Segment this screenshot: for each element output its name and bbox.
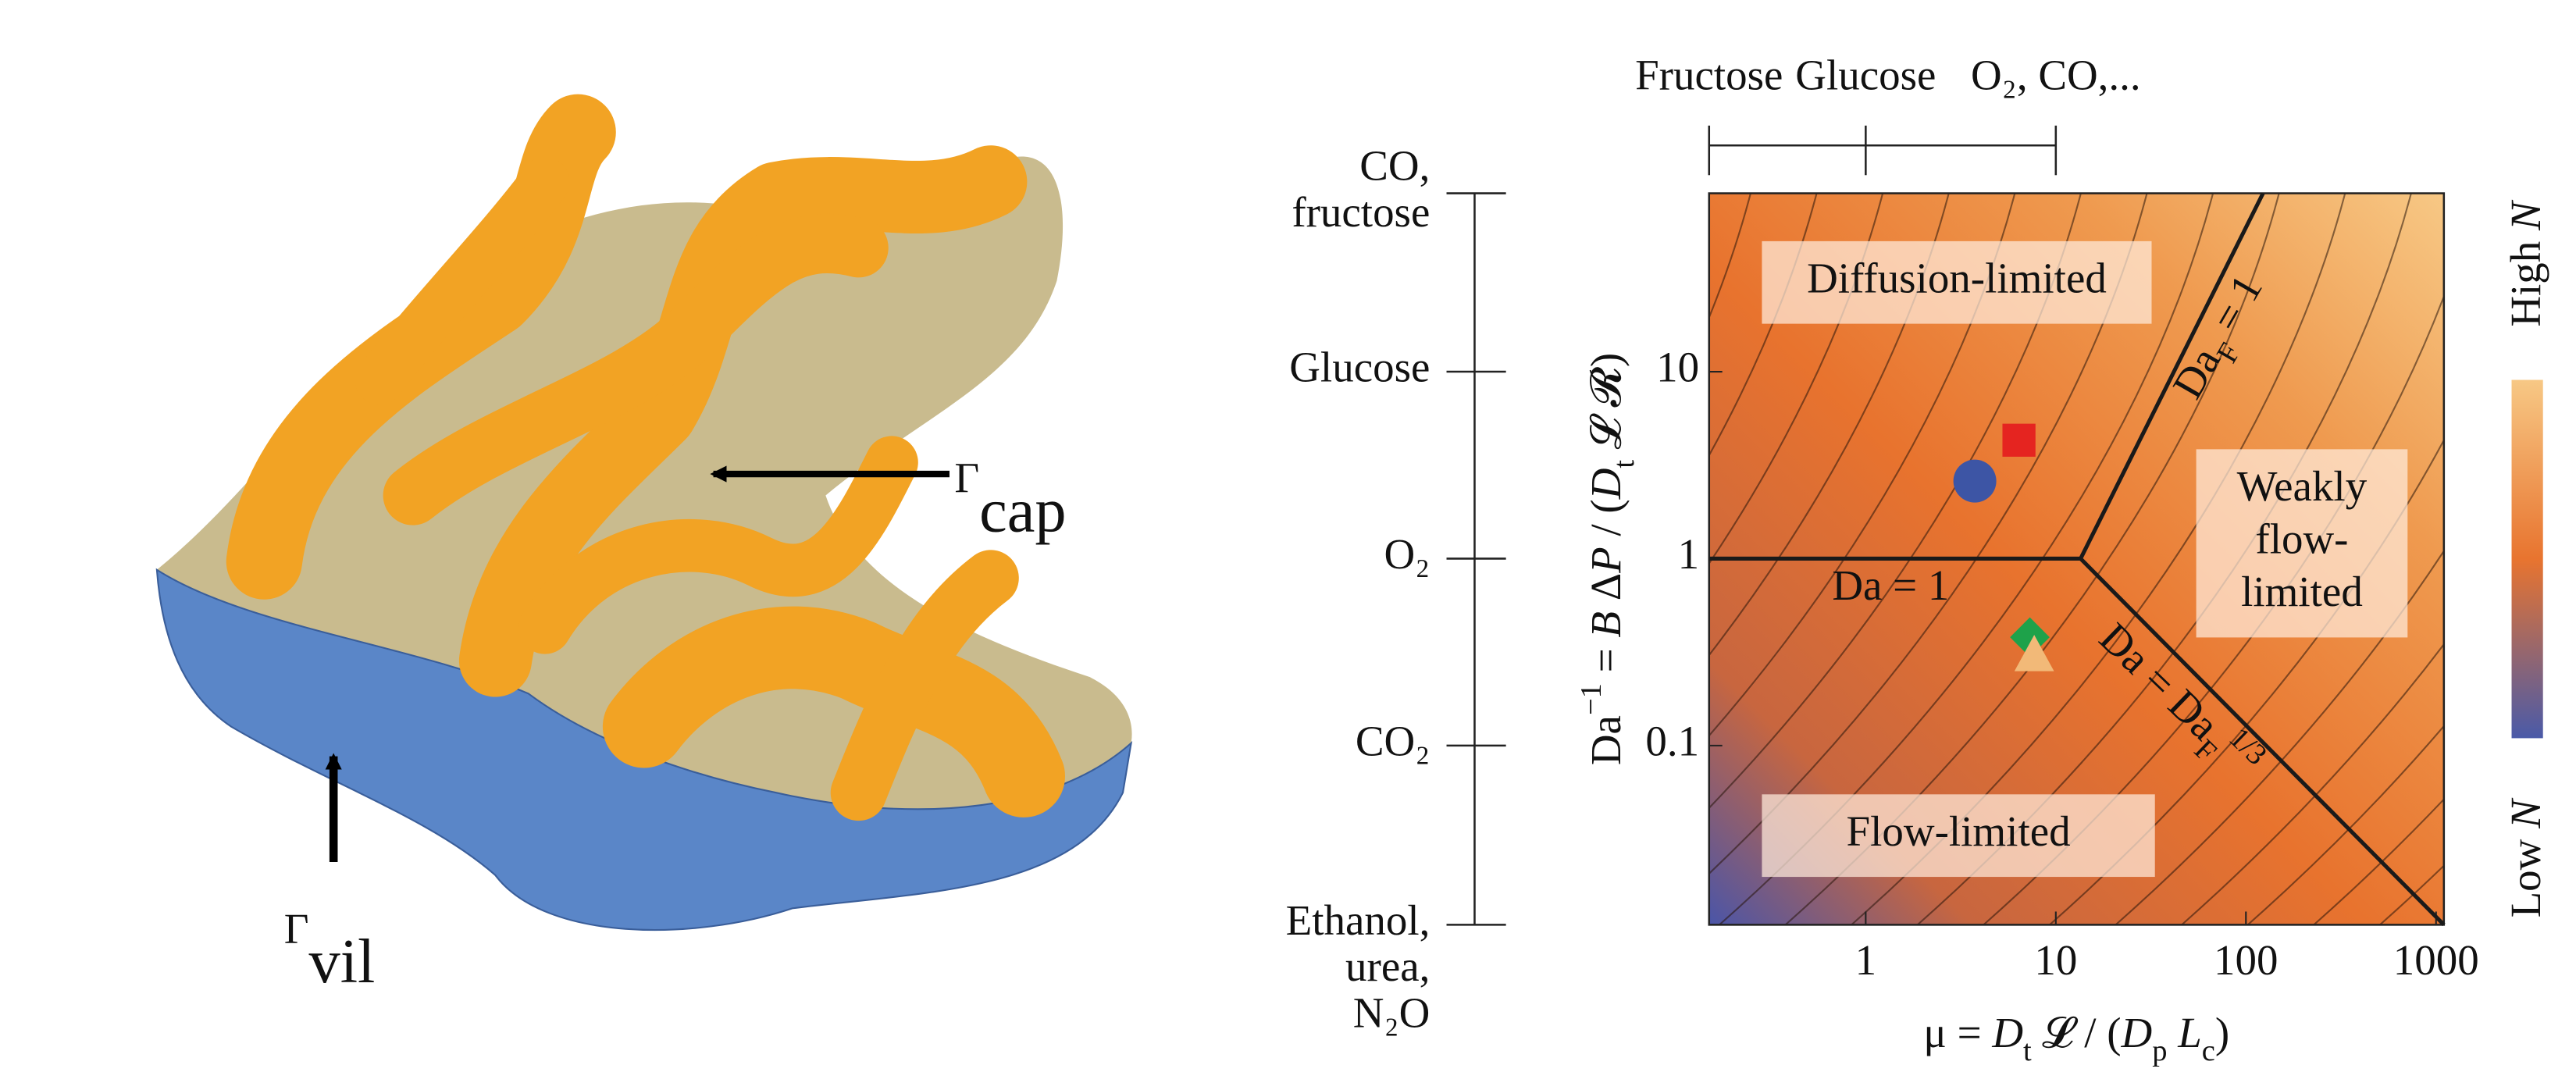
text-part bbox=[2167, 1009, 2178, 1056]
y-tick-label: 0.1 bbox=[1645, 718, 1699, 765]
text-part: P bbox=[1582, 547, 1630, 574]
text-part: −1 bbox=[1575, 683, 1608, 715]
text-part: 𝓛 𝓡) bbox=[1582, 353, 1630, 460]
left-tick-label: N₂O bbox=[1353, 988, 1431, 1036]
left-tick-label: CO, bbox=[1359, 142, 1430, 190]
text-part: vil bbox=[309, 927, 376, 996]
text-part: c bbox=[2202, 1035, 2215, 1067]
text-part: L bbox=[2177, 1009, 2202, 1056]
contour-line bbox=[1718, 193, 2214, 925]
text-part: Low bbox=[2501, 828, 2549, 918]
region-label: Weakly bbox=[2237, 462, 2368, 510]
left-tick-label: fructose bbox=[1292, 188, 1430, 236]
left-tick-label: O₂ bbox=[1384, 530, 1430, 578]
gamma-vil-label: Γvil bbox=[284, 905, 376, 996]
gamma-cap-label: Γcap bbox=[954, 454, 1066, 545]
text-part: μ = bbox=[1923, 1009, 1992, 1056]
text-part: Γ bbox=[284, 905, 309, 953]
colorbar-high-label: High N bbox=[2501, 199, 2549, 327]
text-part: p bbox=[2152, 1035, 2167, 1067]
colorbar-low-label: Low N bbox=[2501, 797, 2549, 918]
text-part: Γ bbox=[954, 454, 979, 501]
text-part: D bbox=[2121, 1009, 2153, 1056]
text-part: N bbox=[2501, 199, 2549, 231]
text-part: / ( bbox=[1582, 499, 1630, 547]
text-part: B bbox=[1582, 611, 1630, 638]
contour-line bbox=[2114, 549, 2444, 925]
x-axis-label: μ = Dt 𝓛 / (Dp Lc) bbox=[1923, 1009, 2229, 1067]
text-part: D bbox=[1991, 1009, 2023, 1056]
text-part: N bbox=[2501, 797, 2549, 829]
region-label: Flow-limited bbox=[1847, 807, 2071, 855]
villus-render bbox=[155, 94, 1133, 931]
y-tick-label: 1 bbox=[1678, 530, 1699, 578]
point bbox=[1953, 459, 1997, 503]
top-tick-label: Fructose bbox=[1635, 51, 1783, 98]
top-tick-label: O₂, CO,... bbox=[1971, 51, 2141, 98]
x-tick-label: 1000 bbox=[2393, 936, 2479, 984]
contour-line bbox=[1783, 193, 2280, 925]
contour-line bbox=[1708, 193, 1751, 320]
text-part: = bbox=[1582, 638, 1630, 684]
text-part: cap bbox=[979, 476, 1067, 546]
phase-boundary bbox=[2079, 557, 2446, 927]
contour-line bbox=[2048, 438, 2444, 925]
point bbox=[2002, 423, 2036, 457]
contour-line bbox=[1850, 193, 2346, 925]
boundary-label: Da = 1 bbox=[1832, 561, 1949, 609]
colorbar bbox=[2511, 379, 2543, 739]
region-label: limited bbox=[2241, 568, 2363, 615]
x-tick-label: 100 bbox=[2214, 936, 2278, 984]
text-part: D bbox=[1582, 468, 1630, 500]
x-tick-label: 1 bbox=[1855, 936, 1876, 984]
capillaries bbox=[226, 94, 1066, 821]
text-part: High bbox=[2501, 230, 2549, 327]
outer-shell bbox=[155, 568, 1133, 931]
left-tick-label: Glucose bbox=[1289, 344, 1430, 391]
region-box bbox=[1762, 240, 2152, 324]
region-box bbox=[1762, 794, 2155, 878]
x-tick-label: 10 bbox=[2034, 936, 2077, 984]
region-label: flow- bbox=[2255, 515, 2348, 563]
region-label: Diffusion-limited bbox=[1807, 254, 2107, 301]
phase-boundary bbox=[2079, 192, 2265, 560]
text-part: Da bbox=[1582, 715, 1630, 765]
text-part: 𝓛 / ( bbox=[2032, 1009, 2122, 1056]
region-box bbox=[2196, 449, 2408, 638]
text-part: t bbox=[1608, 460, 1641, 468]
contour-line bbox=[1916, 193, 2412, 925]
text-part: Da = 1 bbox=[1832, 561, 1949, 609]
point bbox=[2014, 635, 2054, 671]
text-part: ) bbox=[2215, 1009, 2229, 1056]
left-tick-label: Ethanol, bbox=[1286, 896, 1431, 944]
y-axis-label: Da−1 = B ΔP / (Dt 𝓛 𝓡) bbox=[1575, 353, 1641, 765]
left-tick-label: urea, bbox=[1345, 942, 1430, 990]
left-tick-label: CO₂ bbox=[1356, 718, 1431, 765]
text-part: t bbox=[2023, 1035, 2032, 1067]
y-tick-label: 10 bbox=[1656, 344, 1699, 391]
top-tick-label: Glucose bbox=[1795, 51, 1936, 98]
text-part: Δ bbox=[1582, 573, 1630, 611]
